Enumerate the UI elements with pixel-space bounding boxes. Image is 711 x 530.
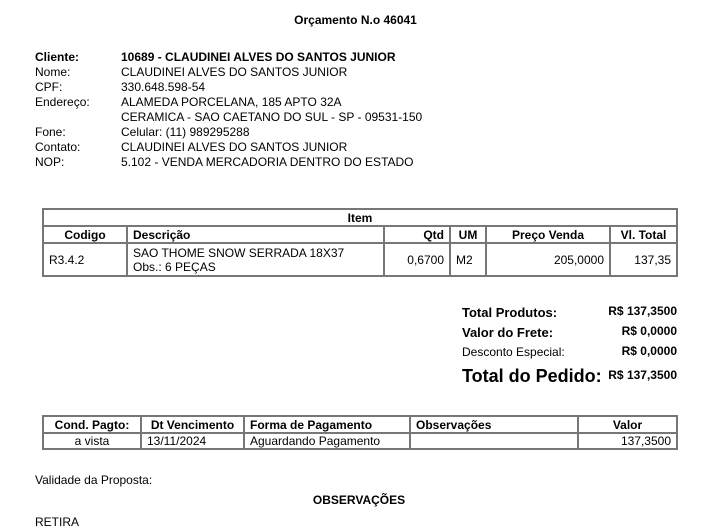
total-produtos-value: R$ 137,3500 — [608, 304, 677, 318]
col-observacoes: Observações — [409, 415, 579, 434]
desconto-value: R$ 0,0000 — [621, 344, 677, 358]
col-um: UM — [449, 225, 487, 244]
col-descricao: Descrição — [126, 225, 385, 244]
col-total: Vl. Total — [609, 225, 678, 244]
cell-cond: a vista — [42, 432, 142, 450]
client-field-value: 330.648.598-54 — [121, 80, 206, 94]
frete-label: Valor do Frete: — [462, 325, 554, 340]
total-pedido-label: Total do Pedido: — [462, 366, 602, 386]
client-field-label: CPF: — [35, 80, 63, 94]
client-field-label: Endereço: — [35, 95, 90, 109]
col-cond-pagto: Cond. Pagto: — [42, 415, 142, 434]
client-field-label: Contato: — [35, 140, 81, 154]
client-field-label: Nome: — [35, 65, 71, 79]
item-description: SAO THOME SNOW SERRADA 18X37 — [133, 245, 345, 260]
col-preco: Preço Venda — [485, 225, 611, 244]
cell-total: 137,35 — [609, 242, 678, 277]
cell-obs — [409, 432, 579, 450]
cell-vencimento: 13/11/2024 — [140, 432, 245, 450]
cell-valor: 137,3500 — [577, 432, 678, 450]
col-codigo: Codigo — [42, 225, 128, 244]
total-pedido-value: R$ 137,3500 — [608, 368, 677, 382]
cell-preco: 205,0000 — [485, 242, 611, 277]
col-forma-pagamento: Forma de Pagamento — [243, 415, 411, 434]
client-field-label: Cliente: — [35, 50, 80, 64]
frete-value: R$ 0,0000 — [621, 324, 677, 338]
client-field-value: CLAUDINEI ALVES DO SANTOS JUNIOR — [121, 65, 348, 79]
client-field-value: 10689 - CLAUDINEI ALVES DO SANTOS JUNIOR — [121, 50, 396, 64]
client-field-value: 5.102 - VENDA MERCADORIA DENTRO DO ESTAD… — [121, 155, 414, 169]
client-field-value: CLAUDINEI ALVES DO SANTOS JUNIOR — [121, 140, 348, 154]
page-title: Orçamento N.o 46041 — [294, 13, 417, 27]
col-qtd: Qtd — [383, 225, 451, 244]
client-field-value: Celular: (11) 989295288 — [121, 125, 250, 139]
observacoes-title: OBSERVAÇÕES — [312, 493, 406, 507]
observacoes-text: RETIRA — [35, 515, 80, 529]
client-field-label: Fone: — [35, 125, 66, 139]
col-dt-vencimento: Dt Vencimento — [140, 415, 245, 434]
table-row: a vista 13/11/2024 Aguardando Pagamento … — [42, 432, 678, 450]
client-field-value: ALAMEDA PORCELANA, 185 APTO 32A — [121, 95, 342, 109]
items-table: Item Codigo Descrição Qtd UM Preço Venda… — [42, 208, 678, 277]
cell-um: M2 — [449, 242, 487, 277]
cell-codigo: R3.4.2 — [42, 242, 128, 277]
payment-table: Cond. Pagto: Dt Vencimento Forma de Paga… — [42, 415, 678, 450]
item-obs: Obs.: 6 PEÇAS — [133, 259, 216, 274]
validade-label: Validade da Proposta: — [35, 473, 153, 487]
client-field-value: CERAMICA - SAO CAETANO DO SUL - SP - 095… — [121, 110, 423, 124]
col-valor: Valor — [577, 415, 678, 434]
table-row: R3.4.2 SAO THOME SNOW SERRADA 18X37 Obs.:… — [42, 242, 678, 277]
client-field-label: NOP: — [35, 155, 65, 169]
desconto-label: Desconto Especial: — [462, 345, 565, 359]
total-produtos-label: Total Produtos: — [462, 305, 558, 320]
items-caption: Item — [42, 208, 678, 227]
cell-qtd: 0,6700 — [383, 242, 451, 277]
cell-descricao: SAO THOME SNOW SERRADA 18X37 Obs.: 6 PEÇA… — [126, 242, 385, 277]
cell-forma: Aguardando Pagamento — [243, 432, 411, 450]
